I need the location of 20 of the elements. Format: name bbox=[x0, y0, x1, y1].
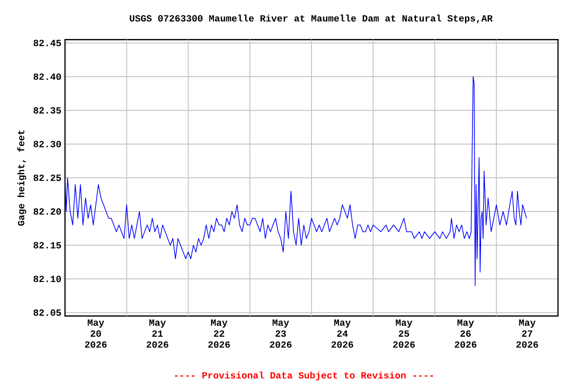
y-tick-label: 82.25 bbox=[34, 174, 61, 182]
y-tick-label: 82.30 bbox=[34, 140, 61, 148]
y-tick-label: 82.20 bbox=[34, 208, 61, 215]
x-tick-label: May 20 2026 bbox=[85, 320, 107, 348]
x-tick-label: May 27 2026 bbox=[516, 320, 538, 348]
x-tick-label: May 26 2026 bbox=[454, 320, 476, 348]
x-tick-label: May 22 2026 bbox=[208, 320, 230, 348]
y-tick-label: 82.45 bbox=[34, 40, 61, 46]
y-tick-label: 82.15 bbox=[34, 242, 61, 248]
x-tick-label: May 23 2026 bbox=[270, 320, 292, 348]
y-tick-label: 82.10 bbox=[34, 276, 61, 282]
y-tick-label: 82.35 bbox=[34, 107, 61, 114]
y-tick-label: 82.05 bbox=[34, 309, 61, 316]
y-tick-label: 82.40 bbox=[34, 73, 61, 80]
text: ---- Provisional Data Subject to Revision ---- bbox=[174, 372, 434, 380]
chart-title: USGS 07263300 Maumelle River at Maumelle Dam at Natural Steps,AR bbox=[130, 14, 493, 24]
x-tick-label: May 24 2026 bbox=[332, 320, 354, 348]
x-tick-label: May 25 2026 bbox=[393, 320, 415, 348]
y-axis-title: Gage height, feet bbox=[17, 130, 26, 226]
x-tick-label: May 21 2026 bbox=[146, 320, 168, 348]
